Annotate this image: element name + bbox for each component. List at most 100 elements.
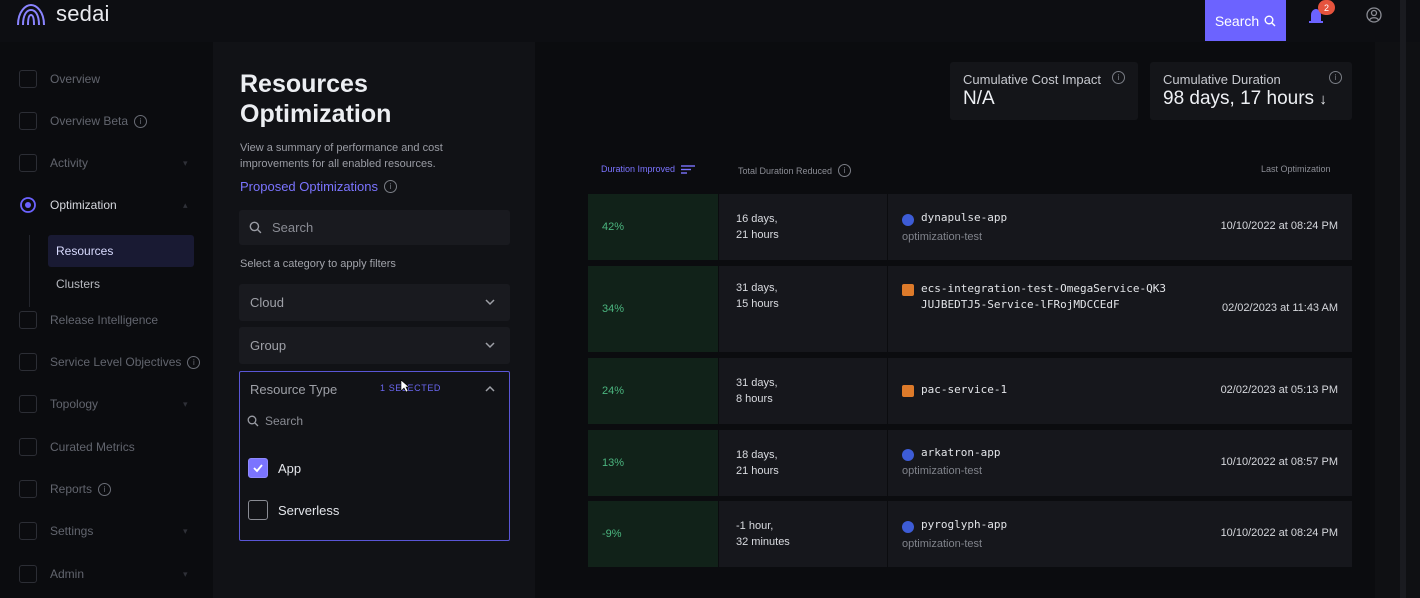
column-last-optimization[interactable]: Last Optimization <box>1261 164 1331 174</box>
column-total-duration-label: Total Duration Reduced <box>738 165 833 176</box>
sidebar-item-admin[interactable]: Admin ▾ <box>0 558 213 590</box>
release-intelligence-icon <box>19 311 37 329</box>
sidebar-item-settings[interactable]: Settings ▾ <box>0 515 213 547</box>
column-duration-improved[interactable]: Duration Improved <box>601 164 696 174</box>
app-option-label: App <box>278 460 302 476</box>
cumulative-duration-card[interactable]: Cumulative Duration 98 days, 17 hours ↓ … <box>1150 62 1352 120</box>
sidebar-item-text: Service Level Objectives <box>50 354 182 369</box>
proposed-optimizations-link[interactable]: Proposed Optimizations i <box>240 179 398 194</box>
sidebar-item-text: Overview Beta <box>50 113 129 128</box>
slo-icon <box>19 353 37 371</box>
right-gutter <box>1375 42 1420 598</box>
resource-environment: optimization-test <box>902 465 983 477</box>
group-dropdown[interactable]: Group <box>239 327 510 364</box>
resource-name[interactable]: arkatron-app <box>921 446 1001 459</box>
duration-part: 32 minutes <box>736 536 790 548</box>
search-icon <box>247 415 259 427</box>
duration-improved-cell: -9% <box>588 501 718 567</box>
chevron-down-icon <box>485 299 495 306</box>
info-icon[interactable]: i <box>1112 71 1125 84</box>
optimization-icon <box>20 197 36 213</box>
info-icon[interactable]: i <box>1329 71 1342 84</box>
global-search-button[interactable]: Search <box>1205 0 1286 41</box>
table-row[interactable]: 24% 31 days, 8 hours pac-service-1 02/02… <box>588 358 1352 424</box>
sidebar-item-label: Activity <box>50 156 89 170</box>
last-optimization-date: 02/02/2023 at 05:13 PM <box>1220 384 1338 396</box>
scrollbar[interactable] <box>1400 0 1406 598</box>
app-checkbox[interactable] <box>248 458 268 478</box>
chevron-down-icon: ▾ <box>183 157 188 168</box>
resource-search-input[interactable] <box>272 220 492 235</box>
table-row[interactable]: 42% 16 days, 21 hours dynapulse-app opti… <box>588 194 1352 260</box>
duration-part: 21 hours <box>736 229 779 241</box>
duration-part: -1 hour, <box>736 520 774 532</box>
duration-part: 8 hours <box>736 393 773 405</box>
cloud-dropdown-label: Cloud <box>250 295 284 310</box>
global-search-label: Search <box>1214 12 1260 29</box>
resource-type-label[interactable]: Resource Type <box>250 382 338 397</box>
duration-reduced-cell: 18 days, 21 hours <box>719 430 887 496</box>
table-row[interactable]: -9% -1 hour, 32 minutes pyroglyph-app op… <box>588 501 1352 567</box>
cost-impact-label: Cumulative Cost Impact <box>963 72 1101 87</box>
sidebar-item-label: Admin <box>50 567 85 581</box>
column-last-optimization-label: Last Optimization <box>1261 164 1331 174</box>
table-row[interactable]: 34% 31 days, 15 hours ecs-integration-te… <box>588 266 1352 352</box>
sidebar-item-label: Curated Metrics <box>50 440 135 454</box>
cumulative-cost-card: Cumulative Cost Impact N/A i <box>950 62 1138 120</box>
cloud-dropdown[interactable]: Cloud <box>239 284 510 321</box>
info-icon: i <box>838 164 852 177</box>
sidebar-item-optimization[interactable]: Optimization ▴ <box>0 189 213 221</box>
sidebar-subitem-resources[interactable]: Resources <box>48 235 194 267</box>
table-row[interactable]: 13% 18 days, 21 hours arkatron-app optim… <box>588 430 1352 496</box>
info-icon: i <box>98 483 112 497</box>
sidebar-item-overview[interactable]: Overview <box>0 63 213 95</box>
sedai-logo[interactable]: sedai <box>14 0 110 28</box>
mouse-cursor-icon <box>400 379 410 393</box>
sidebar-item-activity[interactable]: Activity ▾ <box>0 147 213 179</box>
chevron-up-icon[interactable] <box>483 382 497 396</box>
sidebar-subitem-clusters[interactable]: Clusters <box>56 277 101 291</box>
sedai-logo-icon <box>17 3 45 26</box>
last-optimization-date: 10/10/2022 at 08:24 PM <box>1220 527 1338 539</box>
resource-name[interactable]: dynapulse-app <box>921 211 1008 224</box>
app-resource-icon <box>902 521 914 533</box>
serverless-checkbox[interactable] <box>248 500 268 520</box>
option-app[interactable]: App <box>248 458 301 478</box>
sidebar-item-release-intelligence[interactable]: Release Intelligence <box>0 304 213 336</box>
overview-icon <box>19 70 37 88</box>
sidebar-item-label: Overview Beta i <box>50 113 148 129</box>
resource-search-box[interactable] <box>239 210 510 245</box>
resource-name[interactable]: pac-service-1 <box>921 383 1008 396</box>
chevron-down-icon: ▾ <box>183 398 188 409</box>
sidebar-item-service-level-objectives[interactable]: Service Level Objectives i <box>0 346 213 378</box>
reports-icon <box>19 480 37 498</box>
resource-name[interactable]: pyroglyph-app <box>921 518 1008 531</box>
app-resource-icon <box>902 449 914 461</box>
resource-type-search-input[interactable] <box>265 414 465 428</box>
duration-improved-cell: 34% <box>588 266 718 352</box>
sidebar-item-topology[interactable]: Topology ▾ <box>0 388 213 420</box>
sidebar-item-text: Reports <box>50 481 93 496</box>
duration-part: 15 hours <box>736 298 779 310</box>
notification-count-badge: 2 <box>1318 0 1335 15</box>
duration-part: 18 days, <box>736 449 778 461</box>
sidebar-item-overview-beta[interactable]: Overview Beta i <box>0 105 213 137</box>
column-total-duration-reduced[interactable]: Total Duration Reduced i <box>738 164 852 177</box>
user-profile-icon[interactable] <box>1364 5 1384 25</box>
cost-impact-value: N/A <box>963 88 995 109</box>
curated-metrics-icon <box>19 438 37 456</box>
search-icon <box>1264 15 1276 26</box>
option-serverless[interactable]: Serverless <box>248 500 339 520</box>
resource-type-search[interactable] <box>247 414 465 428</box>
sidebar-item-label: Service Level Objectives i <box>50 354 201 370</box>
sidebar-item-reports[interactable]: Reports i <box>0 473 213 505</box>
sidebar-item-curated-metrics[interactable]: Curated Metrics <box>0 431 213 463</box>
resource-environment: optimization-test <box>902 231 983 243</box>
chevron-up-icon: ▴ <box>183 199 188 210</box>
overview-beta-icon <box>19 112 37 130</box>
app-resource-icon <box>902 214 914 226</box>
column-duration-improved-label: Duration Improved <box>601 164 676 174</box>
chevron-down-icon <box>485 342 495 349</box>
resource-name[interactable]: ecs-integration-test-OmegaService-QK3JUJ… <box>921 282 1167 311</box>
duration-reduced-cell: -1 hour, 32 minutes <box>719 501 887 567</box>
